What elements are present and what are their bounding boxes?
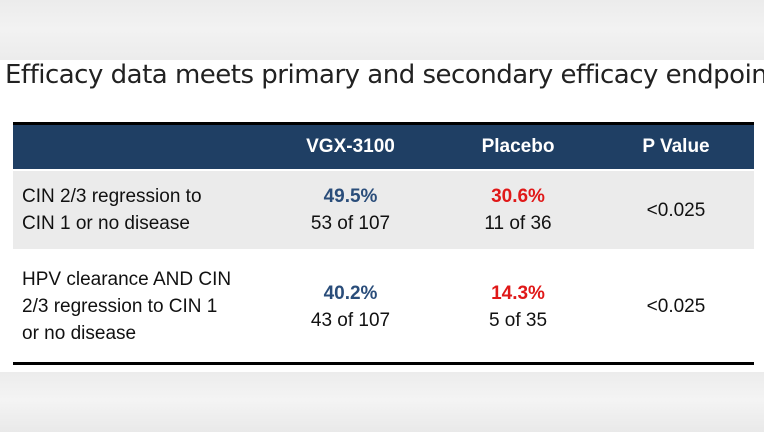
outcome-line: 2/3 regression to CIN 1 [22, 296, 218, 317]
outcome-cell: HPV clearance AND CIN 2/3 regression to … [13, 249, 263, 365]
table-header-row: VGX-3100 Placebo P Value [13, 122, 754, 170]
vgx-cell: 40.2% 43 of 107 [263, 249, 438, 365]
efficacy-table: VGX-3100 Placebo P Value CIN 2/3 regress… [13, 122, 754, 365]
header-placebo: Placebo [438, 122, 598, 170]
outcome-cell: CIN 2/3 regression to CIN 1 or no diseas… [13, 169, 263, 250]
vgx-count: 53 of 107 [310, 213, 391, 234]
slide-title: Efficacy data meets primary and secondar… [5, 60, 764, 90]
placebo-percent: 30.6% [491, 186, 545, 207]
placebo-count: 11 of 36 [484, 213, 552, 234]
placebo-cell: 30.6% 11 of 36 [438, 169, 598, 250]
placebo-cell: 14.3% 5 of 35 [438, 249, 598, 365]
table-row: CIN 2/3 regression to CIN 1 or no diseas… [13, 169, 754, 250]
vgx-percent: 49.5% [323, 186, 378, 207]
vgx-percent: 40.2% [323, 282, 378, 304]
outcome-line: or no disease [22, 323, 137, 344]
outcome-line: CIN 1 or no disease [22, 213, 190, 234]
outcome-line: CIN 2/3 regression to [22, 186, 202, 207]
table-row: HPV clearance AND CIN 2/3 regression to … [13, 249, 754, 365]
header-p-value: P Value [598, 122, 754, 170]
slide: Efficacy data meets primary and secondar… [0, 60, 764, 372]
header-outcome [13, 122, 263, 170]
placebo-count: 5 of 35 [488, 309, 548, 331]
header-vgx-3100: VGX-3100 [263, 122, 438, 170]
vgx-count: 43 of 107 [310, 309, 391, 331]
p-value-cell: <0.025 [598, 249, 754, 365]
p-value-cell: <0.025 [598, 169, 754, 250]
placebo-percent: 14.3% [491, 282, 545, 304]
vgx-cell: 49.5% 53 of 107 [263, 169, 438, 250]
outcome-line: HPV clearance AND CIN [22, 269, 232, 290]
